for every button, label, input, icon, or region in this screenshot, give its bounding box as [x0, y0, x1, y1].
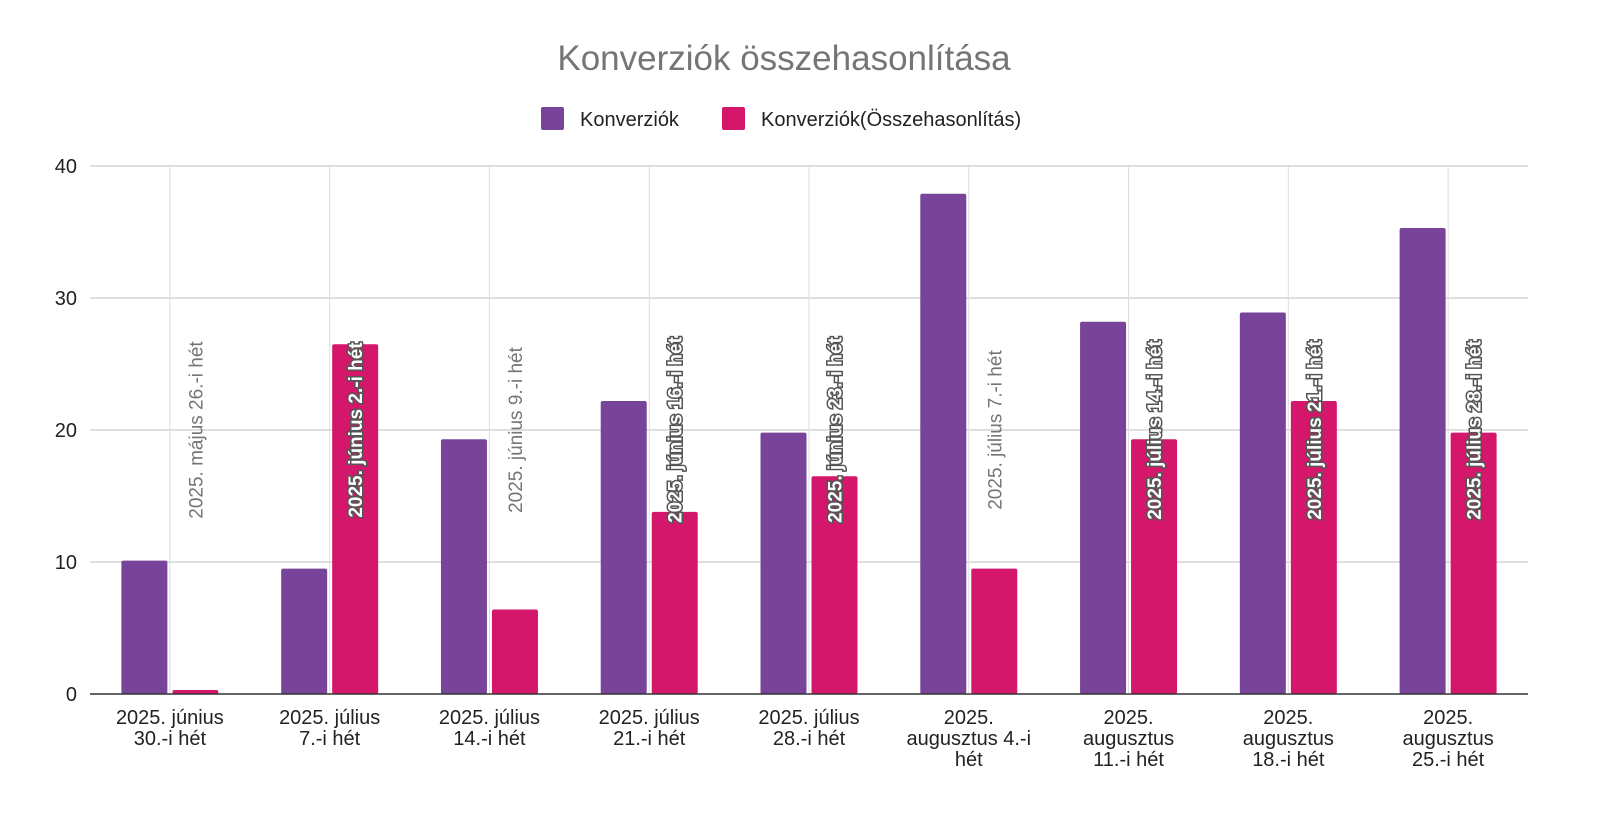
x-tick-label: 2025. június 30.-i hét [116, 707, 224, 750]
legend-swatch-konverziok [541, 107, 564, 130]
gridlines [90, 165, 1528, 694]
bar-konverziok-osszehasonlitas [1450, 432, 1497, 694]
y-tick-label: 40 [55, 156, 77, 178]
legend-label-konverziok-osszehasonlitas: Konverziók(Összehasonlítás) [761, 109, 1021, 131]
x-axis-ticks: 2025. június 30.-i hét 2025. július 7.-i hé… [116, 707, 1494, 771]
comparison-period-label: 2025. július 28.-i hét [1465, 340, 1486, 520]
x-tick-label: 2025. augusztus 25.-i hét [1403, 707, 1494, 771]
bar-konverziok-osszehasonlitas [1131, 439, 1178, 694]
chart-title: Konverziók összehasonlítása [557, 39, 1011, 78]
bars [121, 193, 1497, 695]
comparison-period-label: 2025. június 23.-i hét [826, 336, 847, 523]
x-tick-label: 2025. július 28.-i hét [758, 707, 859, 750]
comparison-period-label: 2025. július 21.-i hét [1305, 340, 1326, 520]
bar-konverziok [281, 568, 328, 694]
x-tick-label: 2025. augusztus 11.-i hét [1083, 707, 1174, 771]
bar-konverziok-osszehasonlitas [651, 511, 698, 694]
bar-konverziok [1239, 312, 1286, 694]
y-tick-label: 30 [55, 288, 77, 310]
y-tick-label: 20 [55, 420, 77, 442]
comparison-period-label: 2025. július 7.-i hét [985, 350, 1006, 510]
bar-konverziok-osszehasonlitas [1290, 400, 1337, 694]
y-axis-ticks: 0 10 20 30 40 [55, 156, 77, 706]
bar-konverziok-osszehasonlitas [491, 609, 538, 694]
x-tick-label: 2025. július 21.-i hét [599, 707, 700, 750]
legend-swatch-konverziok-osszehasonlitas [722, 107, 745, 130]
x-tick-label: 2025. augusztus 4.-i hét [907, 707, 1032, 771]
bar-konverziok [1080, 321, 1127, 694]
comparison-period-label: 2025. június 9.-i hét [506, 346, 527, 513]
bar-konverziok-osszehasonlitas [811, 476, 858, 694]
x-tick-label: 2025. július 14.-i hét [439, 707, 540, 750]
x-tick-label: 2025. augusztus 18.-i hét [1243, 707, 1334, 771]
bar-konverziok-osszehasonlitas [332, 344, 379, 694]
x-tick-label: 2025. július 7.-i hét [279, 707, 380, 750]
legend-label-konverziok: Konverziók [580, 109, 680, 131]
bar-konverziok [121, 560, 168, 694]
bar-konverziok [1399, 228, 1446, 695]
bar-konverziok [920, 193, 967, 694]
comparison-period-label: 2025. június 2.-i hét [346, 342, 367, 518]
comparison-period-label: 2025. május 26.-i hét [186, 341, 207, 519]
bar-konverziok-osszehasonlitas [172, 690, 219, 694]
comparison-period-labels: 2025. május 26.-i hét 2025. június 2.-i h… [186, 335, 1487, 525]
comparison-period-label: 2025. július 14.-i hét [1145, 340, 1166, 520]
bar-konverziok-osszehasonlitas [971, 568, 1018, 694]
y-tick-label: 10 [55, 552, 77, 574]
bar-konverziok [440, 439, 487, 694]
comparison-period-label: 2025. június 16.-i hét [666, 336, 687, 523]
bar-konverziok [760, 432, 807, 694]
legend: Konverziók Konverziók(Összehasonlítás) [541, 107, 1021, 131]
y-tick-label: 0 [66, 684, 77, 706]
bar-konverziok [600, 400, 647, 694]
